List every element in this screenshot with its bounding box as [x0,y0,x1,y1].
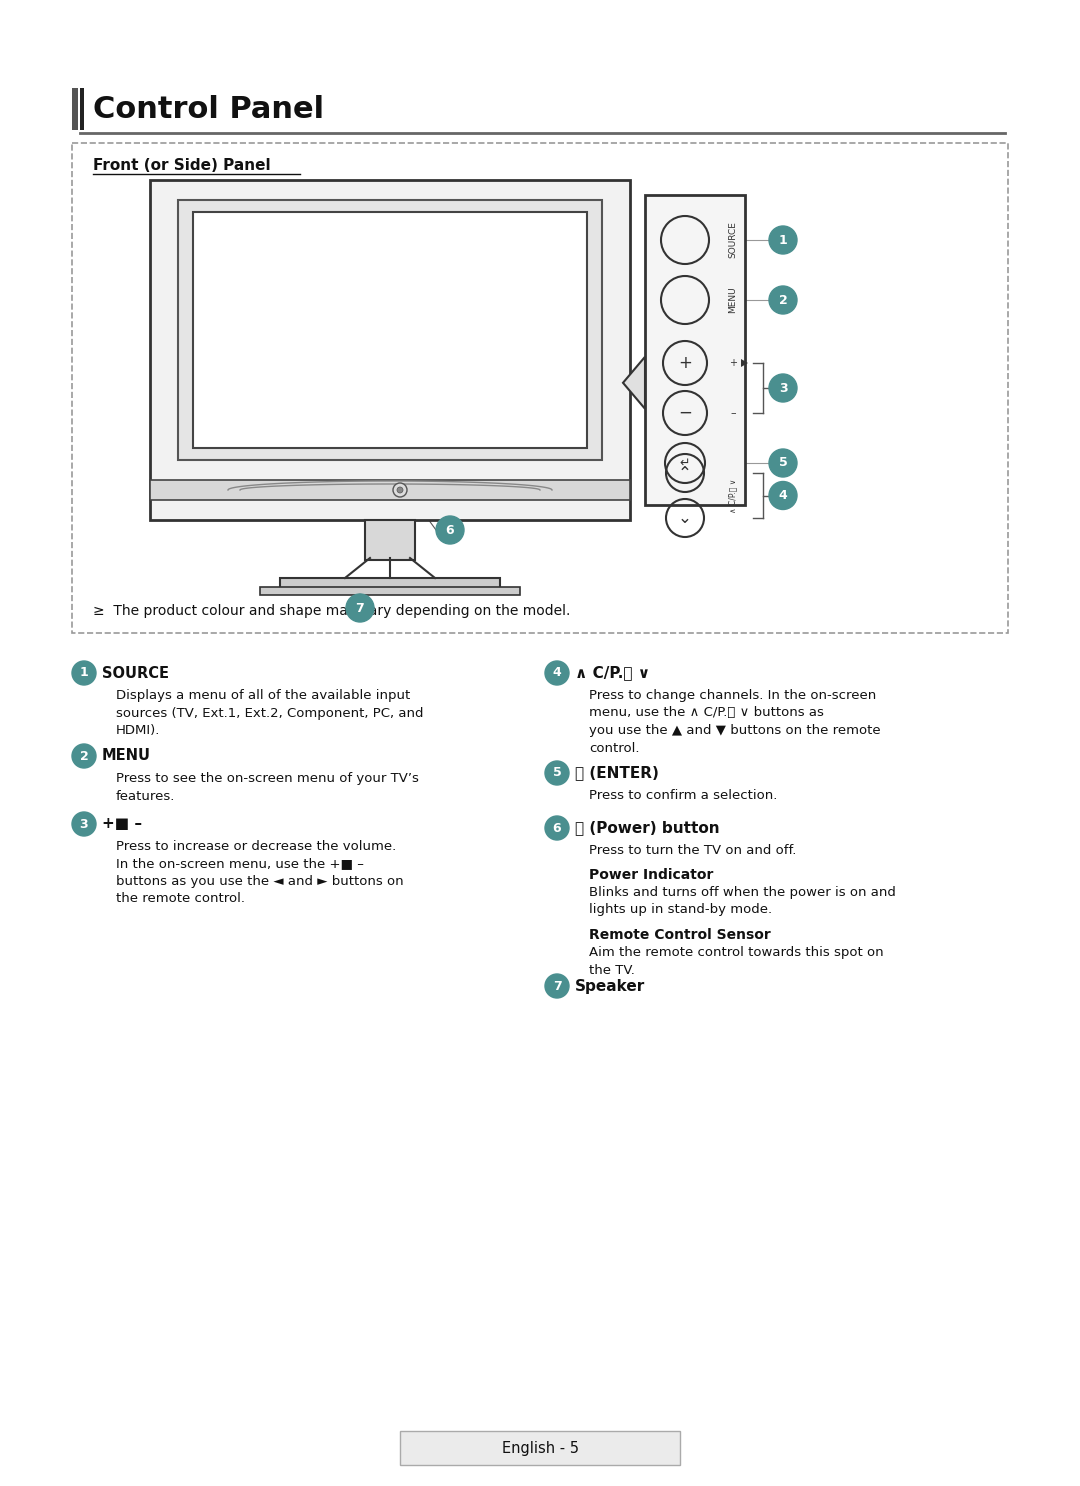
Text: MENU: MENU [729,287,738,314]
Text: 1: 1 [779,233,787,247]
Text: +: + [729,358,737,369]
Circle shape [545,816,569,840]
Text: 7: 7 [553,979,562,993]
Text: MENU: MENU [102,749,151,764]
Polygon shape [741,360,748,367]
Text: –: – [730,409,735,418]
Text: −: − [678,404,692,422]
Text: Press to see the on-screen menu of your TV’s
features.: Press to see the on-screen menu of your … [116,773,419,802]
Text: 6: 6 [446,523,455,536]
Text: +■ –: +■ – [102,816,143,832]
Text: 2: 2 [80,749,89,762]
Text: ≥  The product colour and shape may vary depending on the model.: ≥ The product colour and shape may vary … [93,603,570,618]
Circle shape [72,661,96,685]
Circle shape [545,661,569,685]
Text: 2: 2 [779,294,787,306]
Bar [80,88,84,129]
Text: Press to turn the TV on and off.: Press to turn the TV on and off. [589,844,796,857]
Circle shape [397,487,403,493]
Bar [150,180,630,520]
Bar [260,587,519,594]
Circle shape [72,744,96,768]
Text: 4: 4 [553,667,562,679]
Text: ∧ C/P.⏻ ∨: ∧ C/P.⏻ ∨ [729,478,738,513]
Text: 3: 3 [80,817,89,831]
Text: ⏻ (Power) button: ⏻ (Power) button [575,820,719,835]
Text: 5: 5 [779,456,787,470]
Bar [365,520,415,560]
Circle shape [769,449,797,477]
Circle shape [346,594,374,623]
Text: 4: 4 [779,489,787,502]
Text: Control Panel: Control Panel [93,95,324,125]
Text: ↵: ↵ [679,456,690,470]
Text: ⌄: ⌄ [678,510,692,528]
Text: Aim the remote control towards this spot on
the TV.: Aim the remote control towards this spot… [589,947,883,976]
Text: Press to confirm a selection.: Press to confirm a selection. [589,789,778,802]
Text: 1: 1 [80,667,89,679]
Text: Remote Control Sensor: Remote Control Sensor [589,927,771,942]
Circle shape [769,374,797,403]
Text: Press to change channels. In the on-screen
menu, use the ∧ C/P.⏻ ∨ buttons as
yo: Press to change channels. In the on-scre… [589,690,880,755]
Circle shape [769,285,797,314]
Text: English - 5: English - 5 [501,1440,579,1455]
Bar [280,578,500,588]
Text: 5: 5 [553,767,562,780]
Circle shape [393,483,407,496]
Polygon shape [623,357,645,409]
Circle shape [545,973,569,999]
Bar [72,143,1008,633]
Bar [72,88,78,129]
Circle shape [436,516,464,544]
Text: SOURCE: SOURCE [102,666,168,681]
Circle shape [545,761,569,785]
Text: 7: 7 [355,602,364,615]
Bar [150,480,630,499]
Text: ∧ C/P.⏻ ∨: ∧ C/P.⏻ ∨ [575,666,650,681]
Bar [178,201,602,461]
Bar [400,1431,680,1465]
Text: 3: 3 [779,382,787,394]
Text: ⭳ (ENTER): ⭳ (ENTER) [575,765,659,780]
Bar [645,195,745,505]
Text: ⌃: ⌃ [678,464,692,481]
Text: Front (or Side) Panel: Front (or Side) Panel [93,158,271,172]
Circle shape [72,811,96,837]
Text: Press to increase or decrease the volume.
In the on-screen menu, use the +■ –
bu: Press to increase or decrease the volume… [116,840,404,905]
Bar [193,212,588,447]
Text: Power Indicator: Power Indicator [589,868,714,883]
Text: Blinks and turns off when the power is on and
lights up in stand-by mode.: Blinks and turns off when the power is o… [589,886,896,917]
Text: Displays a menu of all of the available input
sources (TV, Ext.1, Ext.2, Compone: Displays a menu of all of the available … [116,690,423,737]
Text: 6: 6 [553,822,562,835]
Text: +: + [678,354,692,372]
Circle shape [769,481,797,510]
Circle shape [769,226,797,254]
Text: Speaker: Speaker [575,978,645,994]
Text: SOURCE: SOURCE [729,221,738,259]
